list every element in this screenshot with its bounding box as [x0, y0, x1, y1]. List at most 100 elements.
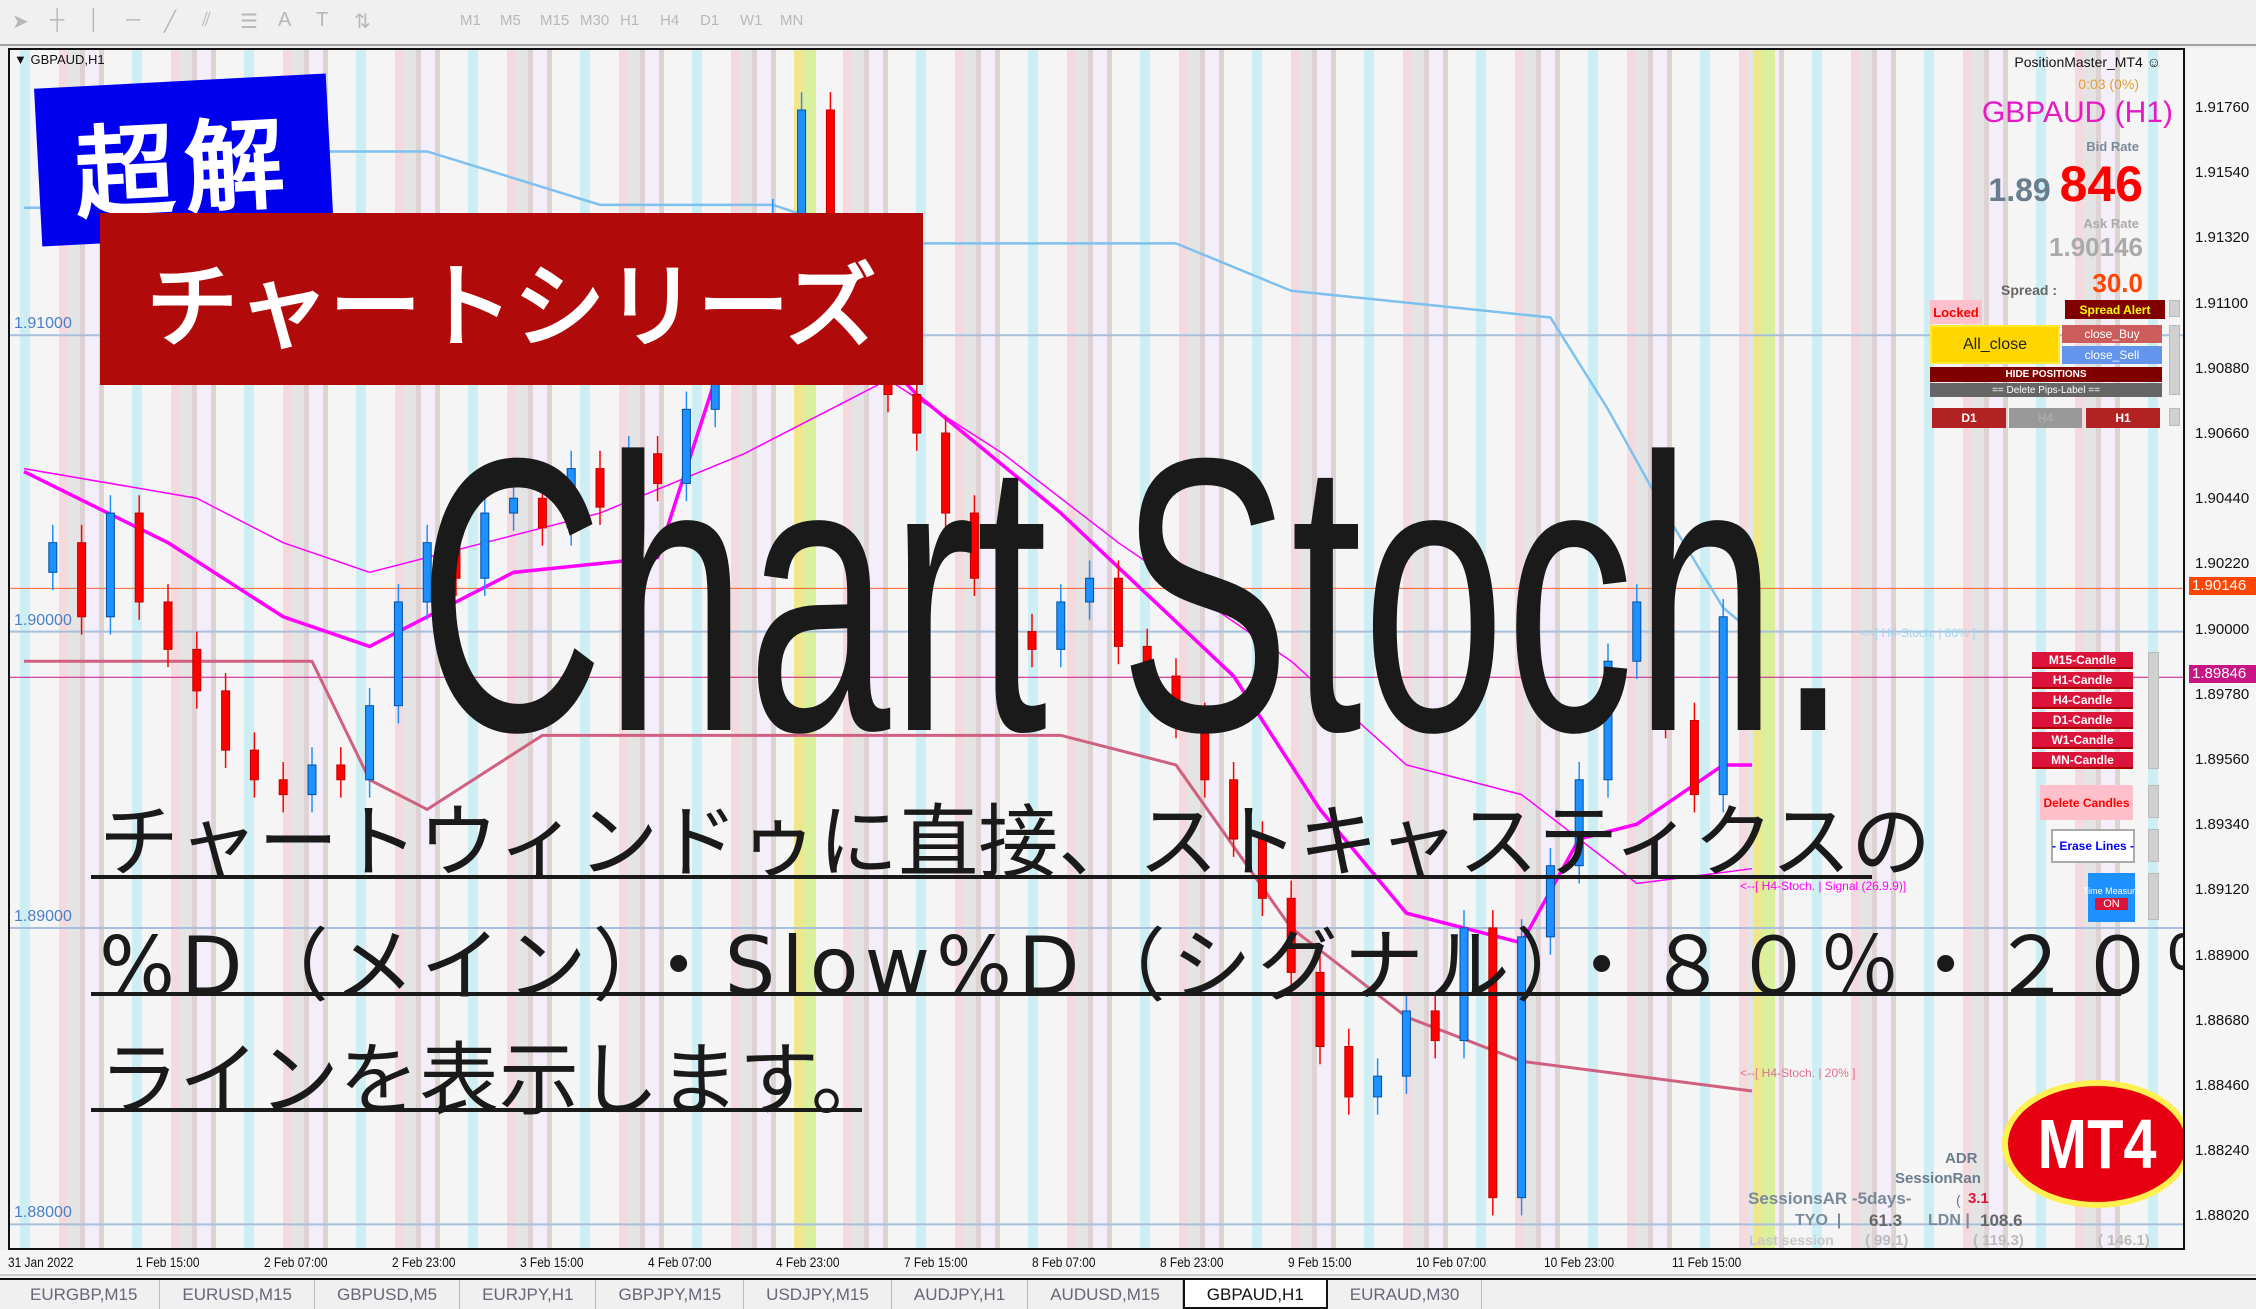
- time-tick: 9 Feb 15:00: [1288, 1254, 1352, 1270]
- session-band: [1075, 50, 1088, 1248]
- grip-handle[interactable]: [2148, 785, 2159, 818]
- timeframe-mn[interactable]: MN: [780, 12, 804, 29]
- cursor-icon[interactable]: ➤: [12, 11, 29, 33]
- tab-gbpaud-h1[interactable]: GBPAUD,H1: [1182, 1280, 1328, 1309]
- desc-line-3: ラインを表示します。: [99, 1034, 891, 1127]
- tab-usdjpy-m15[interactable]: USDJPY,M15: [744, 1280, 892, 1309]
- candle-body: [393, 601, 403, 707]
- arrows-icon[interactable]: ⇅: [354, 11, 371, 33]
- candle-button-h1[interactable]: H1-Candle: [2032, 672, 2133, 689]
- session-band: [1812, 50, 1822, 1248]
- session-band: [1312, 50, 1317, 1248]
- timeframe-h4[interactable]: H4: [660, 12, 680, 29]
- tab-eurusd-m15[interactable]: EURUSD,M15: [160, 1280, 315, 1309]
- session-band: [1555, 50, 1560, 1248]
- session-band: [1635, 50, 1648, 1248]
- tab-audusd-m15[interactable]: AUDUSD,M15: [1028, 1280, 1183, 1309]
- spread-alert-button[interactable]: Spread Alert: [2065, 300, 2165, 319]
- timeframe-m1[interactable]: M1: [460, 12, 481, 29]
- session-band: [916, 50, 926, 1248]
- grip-handle[interactable]: [2169, 408, 2180, 426]
- tf-h4-button[interactable]: H4: [2009, 408, 2082, 428]
- grip-handle[interactable]: [2169, 325, 2180, 395]
- tab-audjpy-h1[interactable]: AUDJPY,H1: [892, 1280, 1029, 1309]
- session-band: [435, 50, 440, 1248]
- symbol-label: GBPAUD (H1): [1981, 96, 2173, 129]
- fibo-F-icon[interactable]: ☰: [240, 11, 258, 33]
- close-sell-button[interactable]: close_Sell: [2062, 346, 2162, 364]
- horizontal-line-icon[interactable]: ─: [126, 9, 141, 31]
- locked-button[interactable]: Locked: [1930, 300, 1982, 324]
- fibo-E-icon[interactable]: ⫽: [202, 9, 211, 31]
- badge-series: チャートシリーズ: [100, 213, 923, 385]
- desc-line-2: %D（メイン）・Slow%D（シグナル）・８０％・２０％: [99, 920, 2185, 1013]
- timeframe-d1[interactable]: D1: [700, 12, 720, 29]
- timeframe-w1[interactable]: W1: [740, 12, 763, 29]
- session-band: [1219, 50, 1224, 1248]
- timeframe-m15[interactable]: M15: [540, 12, 570, 29]
- candle-body: [912, 394, 922, 434]
- session-band: [1859, 50, 1872, 1248]
- price-axis[interactable]: 1.91760 1.91540 1.91320 1.91100 1.90880 1.906…: [2187, 48, 2256, 1250]
- ldn-label: LDN: [1928, 1212, 1961, 1229]
- text-A-icon[interactable]: A: [278, 9, 292, 31]
- session-band: [2036, 50, 2046, 1248]
- last-session-2: ( 119.3): [1973, 1232, 2024, 1249]
- time-measure-on: ON: [2095, 897, 2128, 910]
- tab-gbpjpy-m15[interactable]: GBPJPY,M15: [596, 1280, 745, 1309]
- crosshair-icon[interactable]: ┼: [50, 9, 65, 31]
- session-band: [752, 50, 757, 1248]
- candle-button-m15[interactable]: M15-Candle: [2032, 652, 2133, 669]
- timeframe-m5[interactable]: M5: [500, 12, 521, 29]
- session-band: [80, 50, 85, 1248]
- tab-euraud-m30[interactable]: EURAUD,M30: [1328, 1280, 1483, 1309]
- stoch-20-label: <--[ H4-Stoch. | 20% ]: [1740, 1066, 1856, 1080]
- timeframe-h1[interactable]: H1: [620, 12, 640, 29]
- session-band: [1648, 50, 1653, 1248]
- session-band: [1872, 50, 1877, 1248]
- price-tick: 1.89340: [2195, 816, 2250, 834]
- delete-candles-button[interactable]: Delete Candles: [2040, 785, 2133, 820]
- chart-title: ▼ GBPAUD,H1: [14, 52, 105, 67]
- hide-positions-button[interactable]: HIDE POSITIONS: [1930, 367, 2162, 382]
- tf-h1-button[interactable]: H1: [2086, 408, 2160, 428]
- erase-lines-button[interactable]: - Erase Lines -: [2051, 829, 2135, 863]
- all-close-button[interactable]: All_close: [1930, 325, 2060, 364]
- time-tick: 3 Feb 15:00: [520, 1254, 584, 1270]
- time-measure-button[interactable]: Time Measure ON: [2083, 873, 2140, 922]
- close-buy-button[interactable]: close_Buy: [2062, 325, 2162, 343]
- stoch-signal-label: <--[ H4-Stoch. | Signal (26.9.9)]: [1740, 879, 1907, 893]
- delete-pips-label-button[interactable]: == Delete Pips-Label ==: [1930, 383, 2162, 397]
- time-tick: 8 Feb 23:00: [1160, 1254, 1224, 1270]
- candle-body: [163, 601, 173, 650]
- tab-gbpusd-m5[interactable]: GBPUSD,M5: [315, 1280, 461, 1309]
- candle-button-mn[interactable]: MN-Candle: [2032, 752, 2133, 769]
- candle-button-h4[interactable]: H4-Candle: [2032, 692, 2133, 709]
- last-session-3: ( 146.1): [2098, 1232, 2150, 1249]
- text-label-icon[interactable]: T: [316, 9, 329, 31]
- tab-eurgbp-m15[interactable]: EURGBP,M15: [8, 1280, 161, 1309]
- grip-handle[interactable]: [2148, 829, 2159, 862]
- grip-handle[interactable]: [2169, 300, 2180, 317]
- vertical-line-icon[interactable]: │: [88, 9, 101, 31]
- candle-button-d1[interactable]: D1-Candle: [2032, 712, 2133, 729]
- ea-name-text: PositionMaster_MT4: [2014, 54, 2143, 70]
- session-band: [1067, 50, 1075, 1248]
- session-band: [640, 50, 645, 1248]
- grip-handle[interactable]: [2148, 873, 2159, 920]
- grip-handle[interactable]: [2148, 652, 2159, 769]
- candle-body: [336, 764, 346, 781]
- session-band: [692, 50, 702, 1248]
- tab-eurjpy-h1[interactable]: EURJPY,H1: [460, 1280, 597, 1309]
- candle-body: [278, 779, 288, 796]
- trendline-icon[interactable]: ╱: [164, 11, 177, 33]
- timeframe-m30[interactable]: M30: [580, 12, 610, 29]
- level-label: 1.88000: [14, 1204, 72, 1222]
- session-band: [1299, 50, 1312, 1248]
- chart-window[interactable]: ▼ GBPAUD,H1 1.91000 1.90000 1.89000 1.88000…: [8, 48, 2185, 1250]
- candle-button-w1[interactable]: W1-Candle: [2032, 732, 2133, 749]
- session-band: [2096, 50, 2101, 1248]
- desc-line-1: チャートウィンドゥに直接、ストキャスティクスの: [99, 796, 1931, 889]
- tf-d1-button[interactable]: D1: [1932, 408, 2006, 428]
- time-axis: 31 Jan 2022 1 Feb 15:00 2 Feb 07:00 2 Feb 2…: [0, 1250, 2256, 1276]
